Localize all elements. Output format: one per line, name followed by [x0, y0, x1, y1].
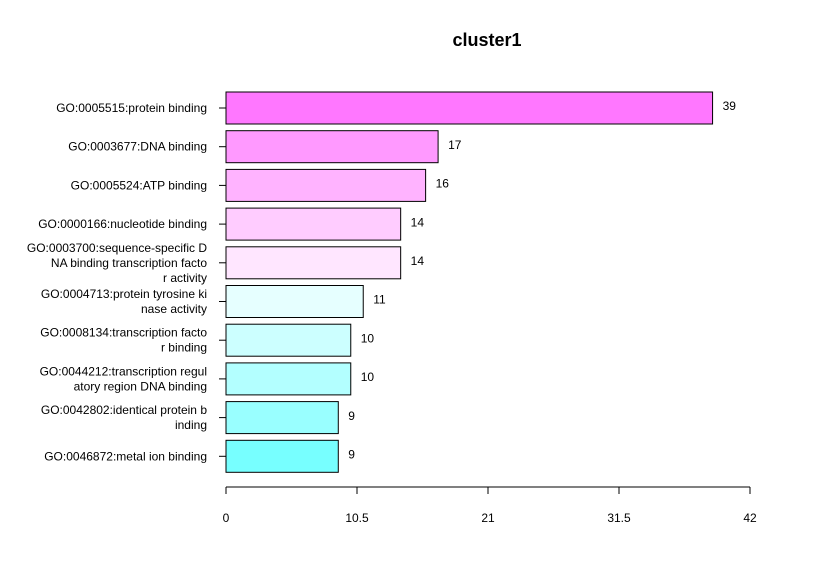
bars-layer: 39 17 16 14 14 11 10 10 9 9: [225, 91, 737, 473]
x-axis: 0 10.5 21 31.5 42: [223, 486, 757, 525]
category-label: GO:0005524:ATP binding: [71, 178, 207, 192]
x-tick-label: 0: [223, 511, 230, 525]
bar-value-label: 10: [361, 331, 375, 345]
bar-value-label: 39: [723, 99, 737, 113]
x-tick-label: 31.5: [607, 511, 631, 525]
bar-value-label: 14: [411, 215, 425, 229]
bar-10: [225, 439, 339, 473]
bar-5: [225, 246, 402, 280]
bar-value-label: 9: [348, 447, 355, 461]
chart-title: cluster1: [452, 30, 521, 50]
category-label: GO:0046872:metal ion binding: [44, 449, 207, 463]
bar-value-label: 10: [361, 370, 375, 384]
category-label: GO:0042802:identical protein b inding: [41, 403, 207, 432]
category-labels-layer: GO:0005515:protein binding GO:0003677:DNA…: [27, 101, 226, 463]
bar-1: [225, 91, 714, 125]
x-tick-label: 42: [743, 511, 757, 525]
bar-9: [225, 401, 339, 435]
category-label: GO:0000166:nucleotide binding: [38, 217, 207, 231]
bar-7: [225, 323, 352, 357]
category-label: GO:0003700:sequence-specific D NA binding…: [27, 241, 207, 285]
bar-4: [225, 207, 402, 241]
category-label: GO:0044212:transcription regul atory regi…: [40, 364, 207, 393]
category-label: GO:0004713:protein tyrosine ki nase activ…: [41, 287, 207, 316]
bar-value-label: 9: [348, 409, 355, 423]
bar-3: [225, 168, 427, 202]
bar-value-label: 17: [448, 138, 462, 152]
x-tick-label: 21: [481, 511, 495, 525]
bar-value-label: 16: [436, 177, 450, 191]
bar-value-label: 11: [373, 293, 386, 307]
bar-value-label: 14: [411, 254, 425, 268]
bar-6: [225, 285, 364, 318]
category-label: GO:0003677:DNA binding: [68, 140, 207, 154]
category-label: GO:0008134:transcription facto r binding: [40, 326, 207, 355]
bar-2: [225, 130, 439, 164]
x-tick-label: 10.5: [345, 511, 369, 525]
bar-8: [225, 362, 352, 396]
category-label: GO:0005515:protein binding: [56, 101, 207, 115]
